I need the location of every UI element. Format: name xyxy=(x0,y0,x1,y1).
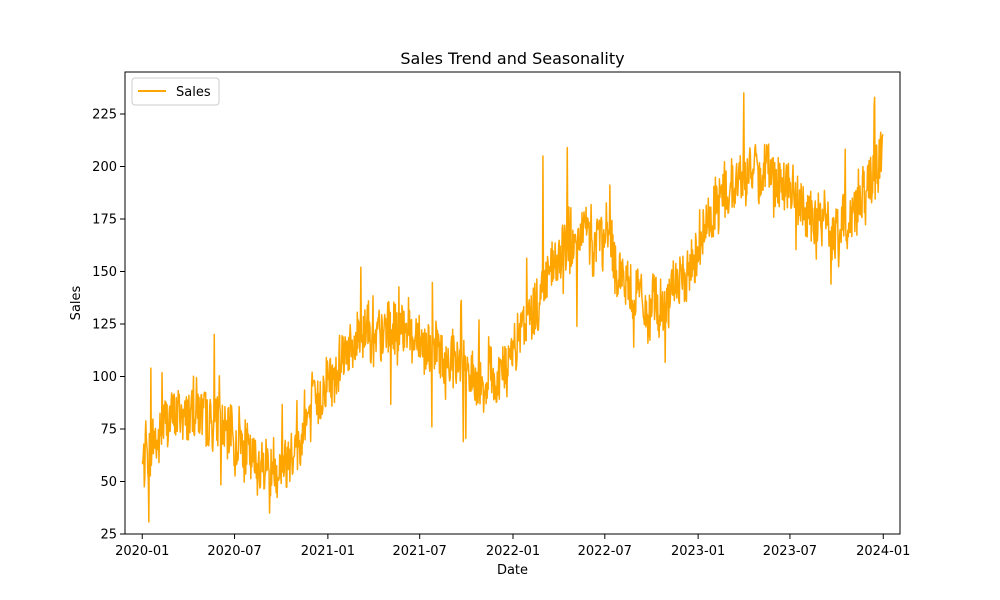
plot-frame xyxy=(124,71,901,535)
y-tick-label: 200 xyxy=(92,160,117,175)
y-axis: 25 50 75 100 125 150 175 200 225 xyxy=(92,108,125,543)
legend: Sales xyxy=(131,77,220,106)
x-tick-label: 2022-01 xyxy=(486,544,540,559)
x-tick-label: 2021-01 xyxy=(301,544,355,559)
legend-label: Sales xyxy=(176,85,211,100)
y-tick-label: 225 xyxy=(92,108,117,123)
y-tick-label: 125 xyxy=(92,318,117,333)
y-tick-label: 25 xyxy=(100,528,117,543)
x-tick-label: 2021-07 xyxy=(393,544,447,559)
y-axis-label: Sales xyxy=(69,285,84,320)
x-tick-label: 2020-01 xyxy=(115,544,169,559)
y-tick-label: 175 xyxy=(92,213,117,228)
y-tick-label: 75 xyxy=(100,423,117,438)
x-tick-label: 2023-01 xyxy=(671,544,725,559)
x-axis-label: Date xyxy=(497,563,528,578)
series-layer xyxy=(141,92,884,523)
x-tick-label: 2020-07 xyxy=(207,544,261,559)
y-tick-label: 50 xyxy=(100,475,117,490)
x-tick-label: 2022-07 xyxy=(578,544,632,559)
y-tick-label: 150 xyxy=(92,265,117,280)
legend-box xyxy=(131,77,220,106)
y-tick-label: 100 xyxy=(92,370,117,385)
sales-line xyxy=(141,92,884,523)
x-tick-label: 2023-07 xyxy=(763,544,817,559)
x-axis: 2020-01 2020-07 2021-01 2021-07 2022-01 2022-… xyxy=(115,534,910,559)
plot-area xyxy=(125,72,900,534)
chart-title: Sales Trend and Seasonality xyxy=(400,49,624,68)
x-tick-label: 2024-01 xyxy=(856,544,910,559)
